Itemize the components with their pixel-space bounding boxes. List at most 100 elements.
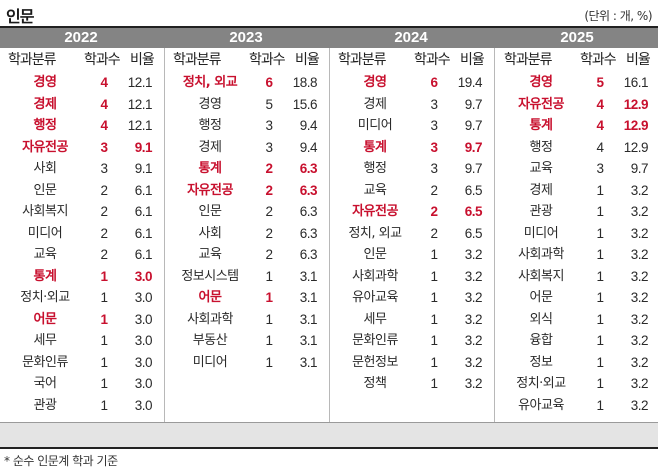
- header-ratio: 비율: [626, 52, 651, 68]
- year-header-2023: 2023: [229, 29, 263, 46]
- dept-name: 미디어: [523, 225, 559, 241]
- dept-count: 3: [430, 118, 438, 133]
- dept-ratio: 3.2: [630, 333, 649, 348]
- dept-count: 2: [100, 247, 108, 262]
- dept-count: 4: [596, 96, 604, 112]
- dept-count: 2: [100, 225, 108, 241]
- dept-name: 통계: [529, 118, 553, 133]
- dept-count: 1: [265, 333, 273, 348]
- dept-ratio: 9.7: [464, 96, 483, 112]
- dept-count: 2: [430, 182, 438, 198]
- year-header-2025: 2025: [560, 29, 594, 46]
- top-rule: [0, 26, 658, 28]
- dept-ratio: 3.2: [630, 290, 649, 305]
- dept-name: 인문: [363, 247, 387, 262]
- dept-name: 미디어: [192, 354, 228, 370]
- dept-count: 3: [430, 96, 438, 112]
- header-dept: 학과분류: [504, 52, 553, 68]
- header-ratio: 비율: [460, 52, 485, 68]
- dept-name: 미디어: [357, 118, 393, 133]
- dept-name: 정치·외교: [516, 376, 566, 391]
- dept-count: 4: [100, 75, 108, 90]
- dept-count: 1: [430, 268, 438, 284]
- header-dept: 학과분류: [8, 52, 57, 68]
- dept-name: 어문: [529, 290, 553, 305]
- dept-ratio: 6.3: [299, 182, 318, 198]
- dept-name: 사회: [198, 225, 222, 241]
- dept-name: 자유전공: [352, 204, 398, 219]
- dept-count: 1: [596, 182, 604, 198]
- dept-count: 1: [430, 376, 438, 391]
- dept-name: 미디어: [27, 225, 63, 241]
- dept-count: 6: [430, 75, 438, 90]
- dept-ratio: 6.1: [134, 247, 153, 262]
- year-header-2022: 2022: [64, 29, 98, 46]
- dept-count: 1: [100, 311, 108, 327]
- dept-ratio: 3.2: [464, 268, 483, 284]
- dept-ratio: 6.3: [299, 161, 318, 176]
- dept-name: 유아교육: [352, 290, 398, 305]
- dept-name: 경제: [529, 182, 553, 198]
- dept-count: 3: [265, 118, 273, 133]
- header-ratio: 비율: [130, 52, 155, 68]
- dept-count: 1: [430, 247, 438, 262]
- dept-name: 경영: [33, 75, 57, 90]
- dept-count: 2: [100, 182, 108, 198]
- dept-name: 경제: [33, 96, 57, 112]
- year-header-2024: 2024: [394, 29, 428, 46]
- dept-name: 행정: [529, 139, 553, 155]
- dept-name: 인문: [198, 204, 222, 219]
- dept-name: 관광: [529, 204, 553, 219]
- dept-count: 2: [265, 247, 273, 262]
- header-ratio: 비율: [295, 52, 320, 68]
- header-count: 학과수: [249, 52, 286, 68]
- dept-ratio: 6.5: [464, 204, 483, 219]
- dept-ratio: 6.1: [134, 204, 153, 219]
- dept-ratio: 6.5: [464, 225, 483, 241]
- dept-ratio: 3.1: [299, 333, 318, 348]
- dept-count: 1: [265, 290, 273, 305]
- dept-count: 3: [100, 139, 108, 155]
- dept-count: 5: [265, 96, 273, 112]
- dept-name: 경영: [198, 96, 222, 112]
- dept-ratio: 3.2: [464, 290, 483, 305]
- dept-count: 1: [596, 290, 604, 305]
- dept-count: 1: [265, 354, 273, 370]
- header-count: 학과수: [580, 52, 617, 68]
- dept-name: 문화인류: [22, 354, 68, 370]
- dept-ratio: 9.7: [464, 161, 483, 176]
- footnote: * 순수 인문계 학과 기준: [4, 454, 118, 468]
- total-row-band: [0, 422, 658, 449]
- dept-count: 4: [100, 118, 108, 133]
- dept-name: 정보: [529, 354, 553, 370]
- dept-ratio: 3.2: [630, 225, 649, 241]
- dept-ratio: 9.1: [134, 139, 153, 155]
- dept-count: 4: [100, 96, 108, 112]
- dept-count: 1: [430, 311, 438, 327]
- dept-count: 1: [596, 333, 604, 348]
- dept-name: 경제: [363, 96, 387, 112]
- dept-name: 문헌정보: [352, 354, 398, 370]
- dept-ratio: 3.1: [299, 290, 318, 305]
- column-divider: [494, 48, 495, 422]
- dept-name: 통계: [363, 139, 387, 155]
- dept-count: 1: [100, 290, 108, 305]
- dept-count: 3: [430, 161, 438, 176]
- dept-ratio: 3.2: [630, 376, 649, 391]
- dept-ratio: 3.2: [630, 311, 649, 327]
- dept-ratio: 3.0: [134, 333, 153, 348]
- dept-count: 1: [430, 333, 438, 348]
- table-title: 인문: [6, 7, 34, 26]
- dept-ratio: 12.1: [127, 96, 153, 112]
- dept-count: 2: [265, 204, 273, 219]
- dept-ratio: 12.9: [623, 118, 649, 133]
- dept-count: 4: [596, 118, 604, 133]
- dept-ratio: 3.0: [134, 290, 153, 305]
- dept-count: 2: [430, 204, 438, 219]
- dept-name: 행정: [33, 118, 57, 133]
- dept-count: 1: [265, 311, 273, 327]
- dept-name: 교육: [363, 182, 387, 198]
- dept-count: 1: [596, 225, 604, 241]
- dept-name: 정책: [363, 376, 387, 391]
- dept-name: 국어: [33, 376, 57, 391]
